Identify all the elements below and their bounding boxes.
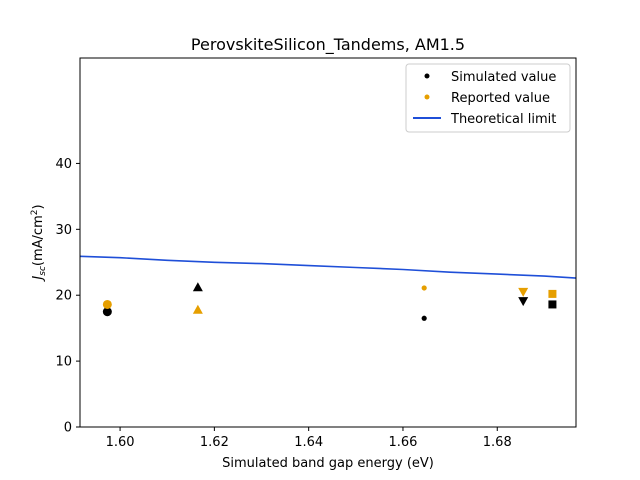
y-axis-label-main: J [31,276,46,283]
legend: Simulated value Reported value Theoretic… [405,63,571,133]
x-tick-label-1.60: 1.60 [106,435,135,450]
simulated-point-2 [192,282,203,292]
reported-point-3 [421,285,427,291]
reported-point-4 [518,287,529,297]
x-axis-label: Simulated band gap energy (eV) [222,456,434,471]
x-tick-label-1.68: 1.68 [483,435,512,450]
reported-point-5 [548,289,557,298]
plot-area [79,255,577,321]
simulated-point-3 [421,315,427,321]
y-axis-label-close: ) [31,204,46,209]
legend-label-theoretical: Theoretical limit [450,112,556,127]
legend-box [405,63,571,133]
reported-point-1 [102,299,112,309]
y-tick-label-30: 30 [55,223,72,238]
legend-marker-simulated [424,73,430,79]
reported-point-2 [192,304,203,314]
y-tick-label-20: 20 [55,289,72,304]
legend-label-reported: Reported value [451,91,550,106]
simulated-point-5 [548,300,557,309]
y-axis-label-sub: sc [38,266,48,276]
y-tick-label-10: 10 [55,355,72,370]
legend-marker-reported [424,94,430,100]
y-tick-label-40: 40 [55,157,72,172]
y-axis-label-unit: (mA/cm [31,215,46,266]
y-tick-label-0: 0 [64,421,72,436]
simulated-point-4 [518,297,529,307]
y-axis-label-sup: 2 [30,210,40,216]
y-axis: 0 10 20 30 40 [55,157,80,436]
simulated-point-1 [102,307,112,317]
plot-frame [79,57,577,428]
x-axis: 1.60 1.62 1.64 1.66 1.68 [106,427,512,450]
legend-label-simulated: Simulated value [451,70,556,85]
x-tick-label-1.64: 1.64 [294,435,323,450]
chart-title: PerovskiteSilicon_Tandems, AM1.5 [191,35,465,55]
x-tick-label-1.66: 1.66 [388,435,417,450]
theoretical-limit-line [79,255,577,279]
y-axis-label: Jsc(mA/cm2) [30,204,48,282]
x-tick-label-1.62: 1.62 [200,435,229,450]
